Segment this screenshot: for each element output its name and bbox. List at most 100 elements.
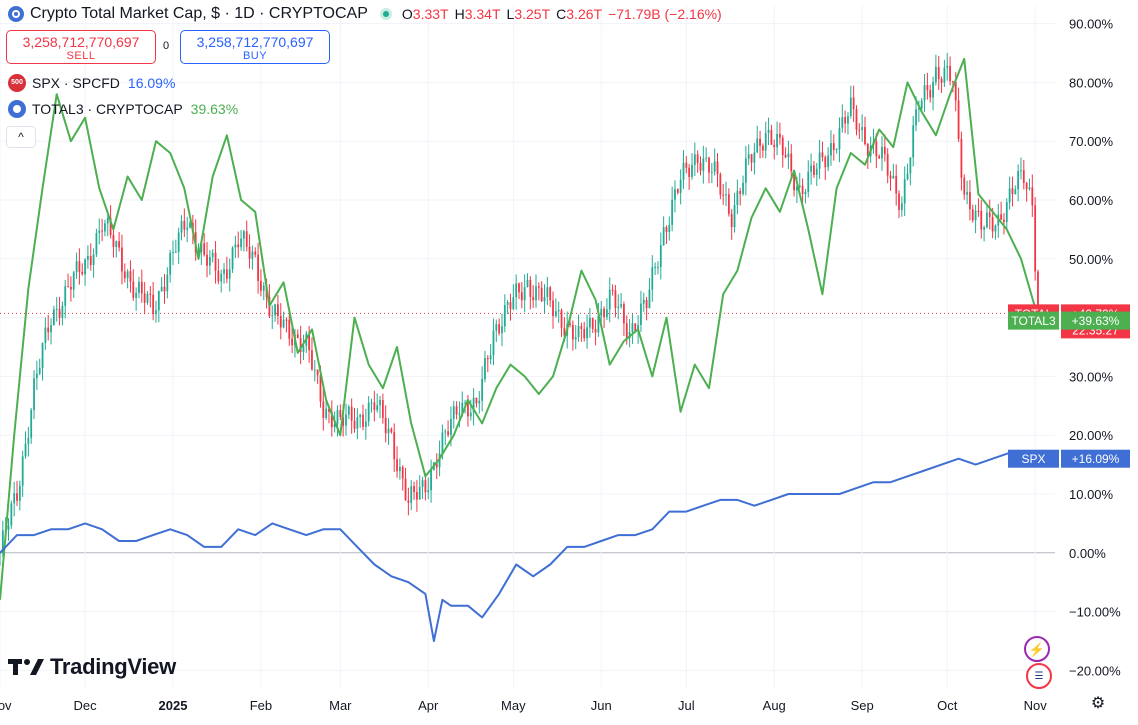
total-candle-body	[804, 192, 807, 194]
total-candle-body	[671, 199, 674, 225]
total-candle-body	[764, 132, 767, 151]
total-candle-body	[744, 158, 747, 183]
legend-spx-name: SPX · SPCFD	[32, 75, 120, 91]
total-candle-body	[838, 127, 841, 150]
total-candle-body	[121, 247, 123, 272]
total-candle-body	[668, 224, 671, 233]
total-candle-body	[353, 420, 356, 429]
total-candle-body	[898, 193, 900, 210]
total-candle-body	[81, 271, 84, 275]
total-candle-body	[952, 81, 954, 83]
total-candle-body	[234, 244, 237, 248]
total-candle-body	[645, 299, 648, 309]
total-candle-body	[994, 225, 997, 232]
total-candle-body	[390, 428, 393, 433]
total-candle-body	[620, 304, 622, 307]
total-candle-body	[489, 355, 492, 360]
total-candle-body	[787, 153, 790, 158]
total-candle-body	[798, 185, 801, 187]
total-candle-body	[830, 143, 832, 156]
total-candle-body	[934, 67, 937, 83]
total-candle-body	[143, 293, 146, 303]
total-candle-body	[742, 182, 744, 194]
x-tick-label: Feb	[250, 698, 272, 713]
total-candle-body	[118, 241, 121, 248]
total-candle-body	[285, 319, 288, 321]
total-candle-body	[923, 85, 926, 101]
total-candle-body	[917, 108, 920, 110]
buy-button[interactable]: 3,258,712,770,697 BUY	[180, 30, 330, 64]
collapse-legend-button[interactable]: ^	[6, 126, 36, 148]
total-candle-body	[719, 174, 722, 195]
total-candle-body	[311, 350, 313, 370]
total-candle-body	[223, 269, 225, 274]
total-candle-body	[767, 129, 770, 133]
total-candle-body	[784, 155, 787, 158]
x-tick-label: 2025	[159, 698, 188, 713]
total-candle-body	[983, 227, 985, 230]
close-label: C	[556, 6, 567, 22]
total-candle-body	[214, 252, 217, 271]
total-candle-body	[727, 194, 730, 214]
total-candle-body	[588, 317, 591, 328]
total-candle-body	[1011, 188, 1014, 195]
total-candle-body	[407, 500, 410, 503]
total-candle-body	[27, 437, 30, 444]
total-candle-body	[679, 179, 682, 193]
total-candle-body	[657, 266, 659, 268]
total-candle-body	[900, 203, 903, 210]
total-candle-body	[424, 480, 427, 493]
chart-title[interactable]: Crypto Total Market Cap, $ · 1D · CRYPTO…	[30, 5, 368, 22]
total-candle-body	[883, 146, 886, 155]
total-candle-body	[654, 267, 657, 269]
low-label: L	[506, 6, 515, 22]
total-candle-body	[381, 400, 384, 418]
x-tick-label: Aug	[763, 698, 786, 713]
total-candle-body	[35, 373, 38, 379]
total-candle-body	[773, 144, 776, 148]
x-tick-label: Mar	[329, 698, 352, 713]
total-candle-body	[560, 310, 563, 328]
total-candle-body	[384, 417, 387, 434]
sell-button[interactable]: 3,258,712,770,697 SELL	[6, 30, 156, 64]
total-candle-body	[659, 245, 662, 267]
total-candle-body	[977, 210, 980, 212]
total3-line	[0, 57, 1039, 600]
legend-spx[interactable]: 500 SPX · SPCFD 16.09%	[8, 73, 175, 93]
tradingview-logo[interactable]: TradingView	[8, 654, 176, 680]
lightning-icon[interactable]: ⚡	[1024, 636, 1050, 662]
total-candle-body	[441, 432, 444, 454]
legend-total3[interactable]: TOTAL3 · CRYPTOCAP 39.63%	[8, 99, 238, 119]
total-candle-body	[878, 156, 881, 159]
total-candle-body	[347, 406, 350, 415]
total-candle-body	[288, 319, 291, 339]
total-candle-body	[881, 146, 883, 159]
total-candle-body	[1037, 271, 1039, 315]
total-candle-body	[688, 167, 691, 177]
us-flag-icon[interactable]: ☰	[1026, 663, 1052, 689]
total-candle-body	[177, 232, 180, 252]
total-candle-body	[501, 326, 503, 334]
total-candle-body	[552, 300, 554, 317]
total-candle-body	[523, 287, 526, 301]
total-candle-body	[991, 216, 994, 232]
settings-icon[interactable]: ⚙	[1090, 695, 1106, 712]
total-candle-body	[529, 279, 532, 297]
x-tick-label: Nov	[0, 698, 12, 713]
total-candle-body	[240, 238, 242, 248]
total-candle-body	[50, 325, 52, 333]
spx-line	[0, 451, 1039, 642]
total-candle-body	[231, 247, 234, 270]
total-candle-body	[444, 431, 447, 433]
total-candle-body	[847, 115, 849, 124]
total-candle-body	[642, 299, 645, 304]
total-candle-body	[472, 397, 475, 413]
open-label: O	[401, 6, 413, 22]
total-candle-body	[600, 308, 603, 316]
total-candle-body	[1020, 170, 1022, 172]
y-tick-label: 0.00%	[1069, 546, 1106, 561]
legend-total3-value: 39.63%	[190, 101, 239, 117]
total-candle-body	[277, 304, 279, 316]
